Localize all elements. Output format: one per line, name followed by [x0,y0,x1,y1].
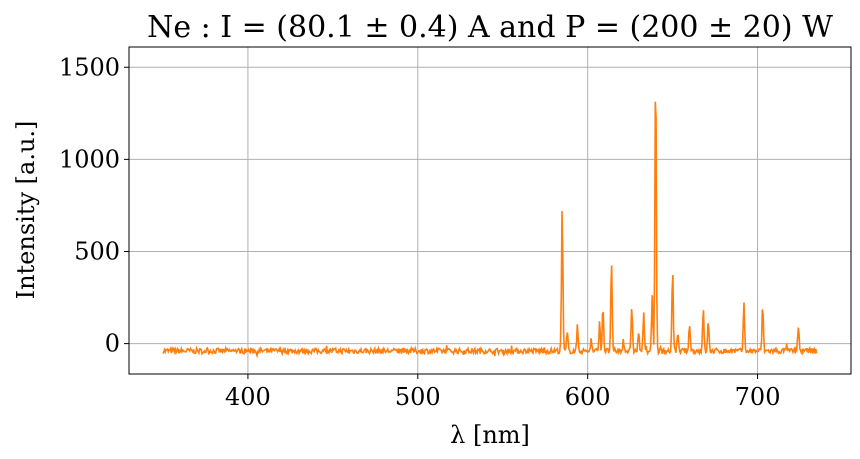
x-ticks: 400 500 600 700 [225,374,780,411]
y-axis-label: Intensity [a.u.] [12,121,40,300]
grid [129,47,851,374]
y-tick-label: 1000 [59,145,120,173]
y-tick-label: 500 [74,237,120,265]
plot-frame [128,46,852,375]
x-tick-label: 500 [395,383,441,411]
y-tick-label: 1500 [59,53,120,81]
x-axis-label: λ [nm] [450,421,530,449]
x-tick-label: 600 [565,383,611,411]
chart-title: Ne : I = (80.1 ± 0.4) A and P = (200 ± 2… [147,10,833,45]
y-ticks: 0 500 1000 1500 [59,53,129,358]
y-tick-label: 0 [105,330,120,358]
x-tick-label: 400 [225,383,271,411]
series-line [162,101,818,359]
x-tick-label: 700 [735,383,781,411]
